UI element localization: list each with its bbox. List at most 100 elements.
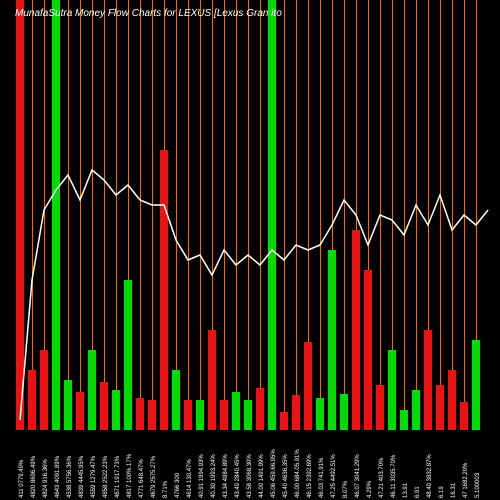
gridline [248, 0, 249, 430]
volume-bar [364, 270, 372, 430]
volume-bar [76, 392, 84, 430]
gridline [104, 0, 105, 430]
gridline [296, 0, 297, 430]
x-label: 45.06 459.66.95% [271, 449, 277, 498]
gridline [260, 0, 261, 430]
volume-bar [292, 395, 300, 430]
x-label: 46.00 684.05.91% [295, 449, 301, 498]
x-label: 47.21 403.70% [379, 458, 385, 498]
volume-bar [232, 392, 240, 430]
x-label: 46.15 2392.69% [307, 454, 313, 498]
volume-bar [16, 0, 24, 430]
gridline [404, 0, 405, 430]
gridline [380, 0, 381, 430]
volume-bar [172, 370, 180, 430]
volume-bar [184, 400, 192, 430]
x-axis-labels: 411 0779.49% 4820 8696.49% 4824 916.36% 464… [0, 430, 500, 500]
gridline [140, 0, 141, 430]
gridline [68, 0, 69, 430]
x-label: 4538 5756.36% [67, 456, 73, 498]
x-label: 4824 916.36% [43, 459, 49, 498]
volume-bar [112, 390, 120, 430]
x-label: 411 0779.49% [19, 460, 25, 498]
volume-bar [196, 400, 204, 430]
x-label: 6.19 [439, 486, 445, 498]
x-label: 40.30 1993.24% [211, 454, 217, 498]
x-label: 47.25 4492.51% [331, 454, 337, 498]
x-label: 4817 100%.17% [127, 454, 133, 498]
volume-bar [400, 410, 408, 430]
gridline [440, 0, 441, 430]
x-label: 47 1682.20% [463, 463, 469, 498]
volume-bar [328, 250, 336, 430]
x-label: 43.34 4984.89% [223, 454, 229, 498]
gridline [344, 0, 345, 430]
volume-bar [388, 350, 396, 430]
gridline [284, 0, 285, 430]
volume-bar [376, 385, 384, 430]
gridline [116, 0, 117, 430]
x-label: 4559 1279.47% [91, 456, 97, 498]
x-label: 4839 4445.95% [79, 456, 85, 498]
volume-bar [160, 150, 168, 430]
x-label: 4858 2522.23% [103, 456, 109, 498]
gridline [320, 0, 321, 430]
volume-bar [124, 280, 132, 430]
plot-area [0, 0, 500, 430]
x-label: 40.91 1994.93% [199, 454, 205, 498]
x-label: 8.71% [163, 481, 169, 498]
volume-bar [100, 382, 108, 430]
x-label: 4614 130.47% [187, 459, 193, 498]
gridline [32, 0, 33, 430]
x-label: 4671 1917.73% [115, 456, 121, 498]
x-label: 5.100003 [475, 473, 481, 498]
volume-bar [28, 370, 36, 430]
volume-bar [316, 398, 324, 430]
x-label: 46.03 741.91% [319, 458, 325, 498]
volume-bar [40, 350, 48, 430]
volume-bar [220, 400, 228, 430]
volume-bar [256, 388, 264, 430]
volume-bar [280, 412, 288, 430]
volume-bar [472, 340, 480, 430]
x-label: 46.07 3041.29% [355, 454, 361, 498]
volume-bar [148, 400, 156, 430]
x-label: 4766 300 [175, 473, 181, 498]
x-label: 46.11 3035.70% [391, 455, 397, 498]
gridline [224, 0, 225, 430]
volume-bar [304, 342, 312, 430]
volume-bar [88, 350, 96, 430]
volume-bar [460, 402, 468, 430]
gridline [80, 0, 81, 430]
gridline [152, 0, 153, 430]
x-label: 4771 648.47% [139, 459, 145, 498]
volume-bar [448, 370, 456, 430]
x-label: 6.91 [415, 486, 421, 498]
volume-bar [340, 394, 348, 430]
x-label: 4.29% [367, 481, 373, 498]
volume-bar [208, 330, 216, 430]
volume-bar [244, 400, 252, 430]
volume-bar [412, 390, 420, 430]
gridline [176, 0, 177, 430]
x-label: 48.40 3832.87% [427, 454, 433, 498]
money-flow-chart: MunafaSutra Money Flow Charts for LEXUS … [0, 0, 500, 500]
volume-bar [424, 330, 432, 430]
gridline [452, 0, 453, 430]
x-label: 4643 4091.89% [55, 456, 61, 498]
x-label: 16.31 [451, 483, 457, 498]
x-label: 13.91 [403, 483, 409, 498]
volume-bar [352, 230, 360, 430]
volume-bar [52, 0, 60, 430]
x-label: 43.58 3068.30% [247, 454, 253, 498]
gridline [236, 0, 237, 430]
volume-bar [268, 0, 276, 430]
gridline [200, 0, 201, 430]
volume-bar [64, 380, 72, 430]
gridline [416, 0, 417, 430]
gridline [464, 0, 465, 430]
volume-bar [136, 398, 144, 430]
x-label: 43.49 2840.45% [235, 454, 241, 498]
x-label: 44.00 1491.99% [259, 454, 265, 498]
x-label: 4820 8696.49% [31, 456, 37, 498]
